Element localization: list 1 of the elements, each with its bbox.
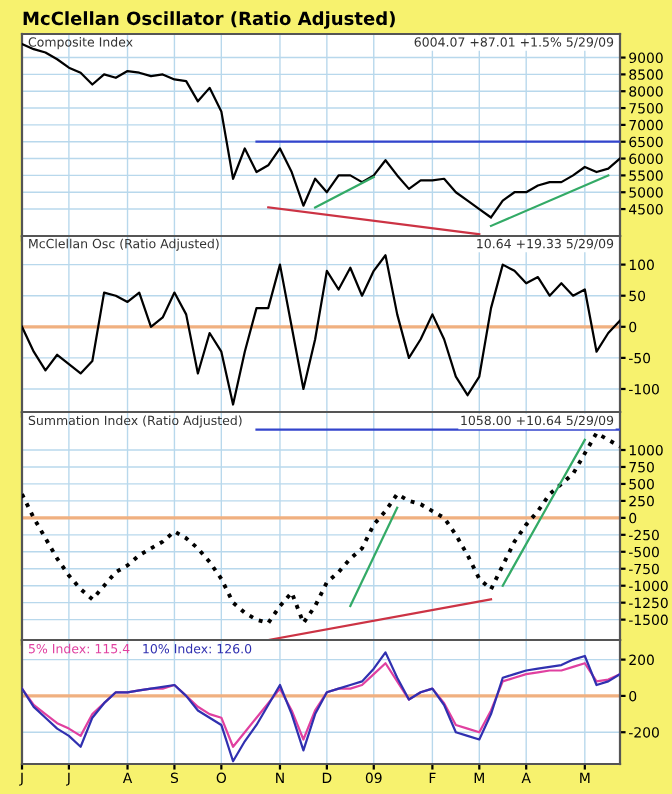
chart-title: McClellan Oscillator (Ratio Adjusted) [23, 11, 395, 29]
